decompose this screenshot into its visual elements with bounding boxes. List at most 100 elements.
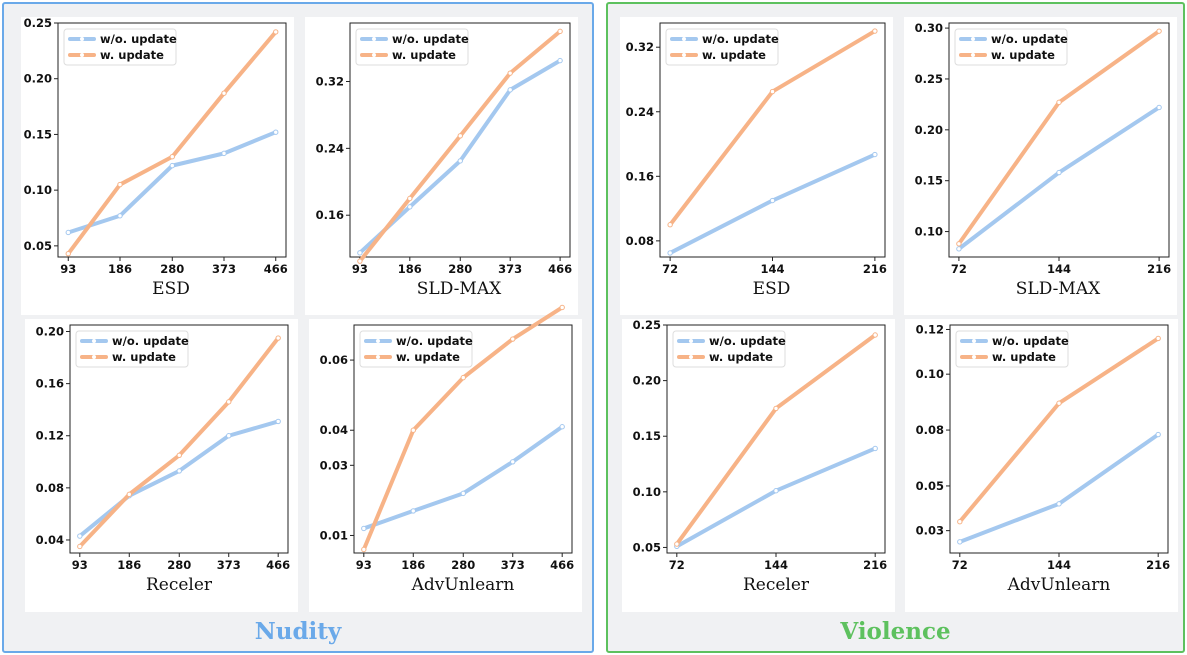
y-tick-label: 0.06 — [320, 353, 348, 367]
chart-caption: ESD — [752, 279, 791, 299]
data-point — [769, 197, 776, 204]
data-point — [357, 250, 363, 256]
data-point — [510, 459, 516, 465]
data-point — [559, 424, 565, 430]
data-point — [410, 508, 416, 514]
x-tick-label: 466 — [548, 262, 572, 276]
legend-label: w. update — [702, 48, 766, 62]
y-tick-label: 0.04 — [320, 423, 348, 437]
x-tick-label: 72 — [662, 262, 678, 276]
data-point — [769, 88, 776, 95]
x-tick-label: 93 — [60, 262, 76, 276]
y-tick-label: 0.05 — [916, 479, 944, 493]
data-point — [773, 488, 779, 494]
chart-card: 93 186 280 373 466 0.01 0.03 0.04 0.06 w/o. updat… — [309, 304, 582, 612]
legend-marker — [376, 355, 380, 359]
legend-marker — [971, 53, 975, 57]
x-tick-label: 216 — [863, 558, 887, 572]
data-point — [457, 133, 463, 139]
legend-label: w/o. update — [702, 32, 779, 46]
legend-label: w/o. update — [991, 32, 1068, 46]
legend-marker — [372, 53, 376, 57]
legend-marker — [372, 37, 376, 41]
y-tick-label: 0.20 — [36, 325, 64, 339]
data-point — [221, 150, 227, 157]
data-point — [460, 374, 466, 381]
chart-caption: SLD-MAX — [1015, 279, 1101, 299]
y-tick-label: 0.08 — [626, 234, 654, 248]
data-point — [872, 445, 878, 452]
data-point — [1056, 400, 1062, 406]
x-tick-label: 280 — [451, 558, 475, 572]
legend-marker — [682, 53, 686, 57]
data-point — [1155, 335, 1161, 342]
data-point — [957, 519, 963, 525]
y-tick-label: 0.16 — [626, 169, 654, 183]
data-point — [507, 87, 513, 93]
data-point — [77, 543, 83, 550]
y-tick-label: 0.32 — [626, 40, 654, 54]
y-tick-label: 0.16 — [36, 377, 64, 391]
legend-marker — [971, 37, 975, 41]
y-tick-label: 0.10 — [916, 367, 944, 381]
data-point — [407, 195, 413, 202]
y-tick-label: 0.24 — [316, 141, 344, 155]
data-point — [1056, 169, 1062, 176]
data-point — [1156, 104, 1162, 111]
data-point — [117, 213, 123, 219]
chart-card: 93 186 280 373 466 0.16 0.24 0.32 w/o. update w. … — [305, 17, 578, 315]
legend-label: w. update — [991, 48, 1055, 62]
x-tick-label: 373 — [501, 558, 525, 572]
y-tick-label: 0.15 — [24, 127, 52, 141]
chart-caption: Receler — [145, 575, 213, 595]
legend-label: w. update — [392, 48, 456, 62]
x-tick-label: 186 — [398, 262, 422, 276]
legend-label: w/o. update — [100, 32, 177, 46]
y-tick-label: 0.10 — [24, 183, 52, 197]
data-point — [273, 29, 279, 35]
x-tick-label: 373 — [498, 262, 522, 276]
legend-marker — [682, 37, 686, 41]
chart-svg: 72 144 216 0.03 0.05 0.08 0.10 0.12 w/o. update w… — [916, 322, 1171, 572]
x-tick-label: 280 — [167, 558, 191, 572]
legend-marker — [80, 37, 84, 41]
y-tick-label: 0.04 — [36, 533, 64, 547]
y-tick-label: 0.15 — [915, 174, 943, 188]
x-tick-label: 186 — [117, 558, 141, 572]
y-tick-label: 0.03 — [320, 458, 348, 472]
x-tick-label: 216 — [1146, 558, 1170, 572]
legend-marker — [92, 355, 96, 359]
data-point — [226, 433, 232, 439]
y-tick-label: 0.20 — [24, 72, 52, 86]
y-tick-label: 0.32 — [316, 75, 344, 89]
data-point — [667, 222, 673, 228]
series-line — [66, 130, 278, 235]
data-point — [1056, 501, 1062, 507]
data-point — [667, 250, 673, 256]
series-line — [674, 446, 878, 549]
x-tick-label: 144 — [1047, 558, 1071, 572]
y-tick-label: 0.24 — [626, 105, 654, 119]
y-tick-label: 0.08 — [36, 481, 64, 495]
x-tick-label: 280 — [448, 262, 472, 276]
legend-label: w. update — [396, 350, 460, 364]
legend-marker — [80, 53, 84, 57]
y-tick-label: 0.01 — [320, 528, 348, 542]
data-point — [457, 158, 463, 164]
data-point — [65, 229, 71, 236]
data-point — [956, 246, 962, 252]
y-tick-label: 0.12 — [36, 429, 64, 443]
x-tick-label: 93 — [352, 262, 368, 276]
data-point — [559, 304, 565, 311]
data-point — [407, 204, 413, 210]
legend-label: w. update — [992, 350, 1056, 364]
x-tick-label: 186 — [108, 262, 132, 276]
data-point — [169, 154, 175, 160]
x-tick-label: 93 — [356, 558, 372, 572]
series-line — [668, 152, 877, 255]
legend-label: w/o. update — [992, 334, 1069, 348]
x-tick-label: 144 — [764, 558, 788, 572]
data-point — [126, 491, 132, 498]
data-point — [872, 151, 878, 158]
chart-svg: 93 186 280 373 466 0.16 0.24 0.32 w/o. update w. … — [316, 22, 572, 276]
